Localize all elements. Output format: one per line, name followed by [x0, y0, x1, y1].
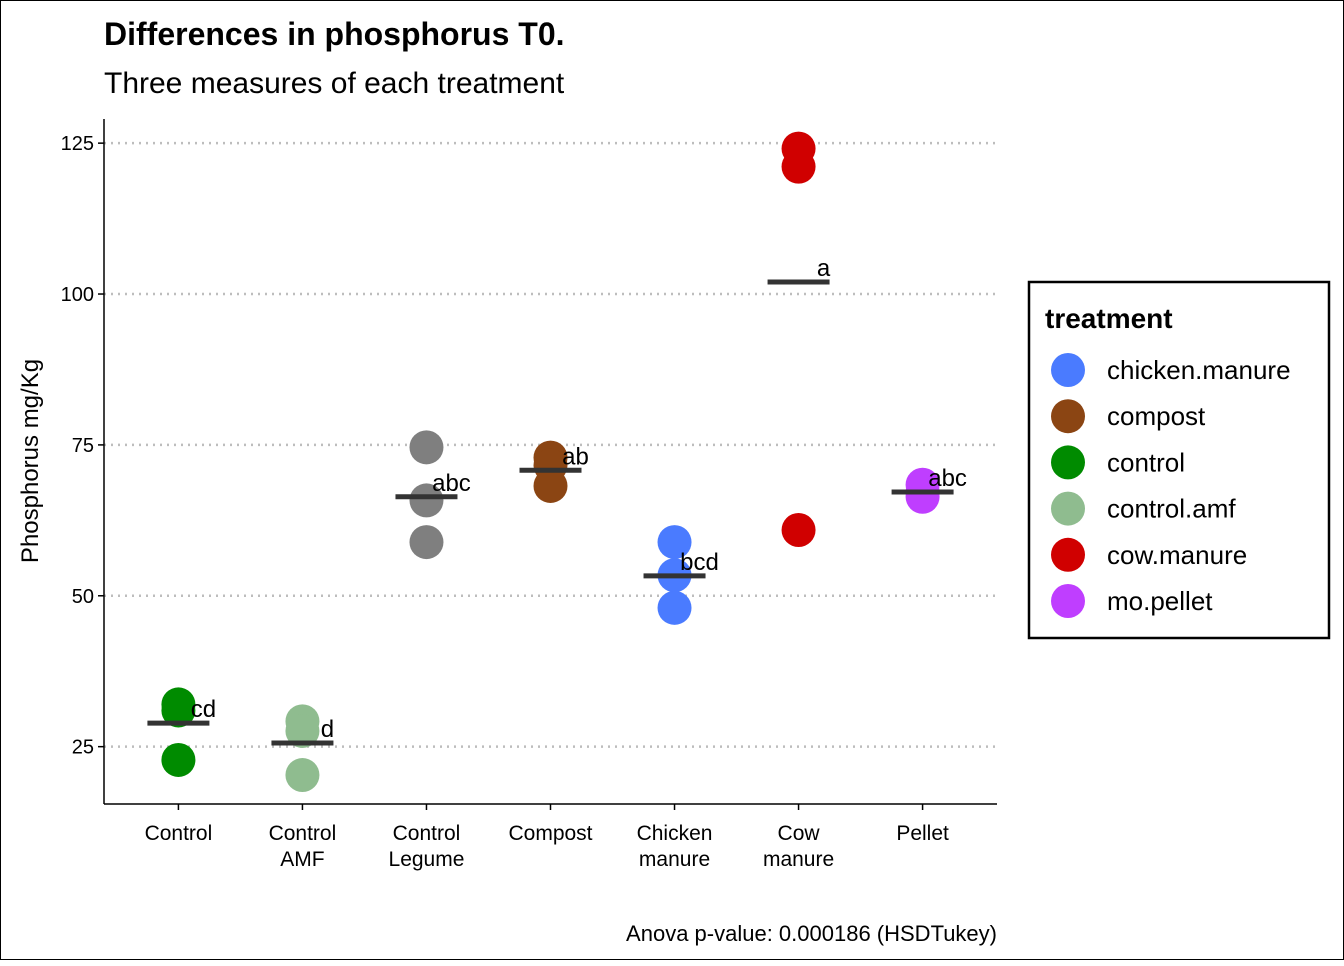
legend-swatch [1051, 353, 1085, 387]
x-tick-label-line: Pellet [896, 822, 949, 845]
y-tick-label: 75 [72, 435, 94, 457]
y-axis: 25 50 75 100 125 [61, 119, 105, 804]
category-group: d [271, 704, 334, 793]
x-tick-label: Control [145, 822, 213, 845]
significance-letters: a [817, 255, 831, 282]
x-axis: Control Control AMF Control Legume Compost Chi… [104, 803, 997, 871]
significance-letters: abc [928, 465, 967, 492]
x-tick-label-line: manure [639, 848, 710, 871]
significance-letters: d [321, 716, 334, 743]
x-tick-label-line: Control [145, 822, 213, 845]
category-group: abc [891, 465, 967, 514]
x-tick-label-line: Control [269, 822, 337, 845]
legend-swatch [1051, 399, 1085, 434]
data-point [533, 468, 568, 503]
data-marks: cd d abc ab bcd a abc [147, 131, 967, 793]
legend-title: treatment [1045, 303, 1173, 334]
data-point [161, 742, 196, 777]
data-point [285, 758, 320, 793]
legend-label: control.amf [1107, 494, 1236, 524]
legend-item: mo.pellet [1051, 584, 1213, 618]
data-point [161, 693, 196, 728]
data-point [781, 149, 816, 184]
data-point [409, 430, 444, 465]
x-tick-label-line: AMF [280, 848, 324, 871]
x-tick-label: Cow manure [763, 822, 834, 871]
x-tick-label: Pellet [896, 822, 949, 845]
significance-letters: abc [432, 470, 471, 497]
data-point [409, 525, 444, 560]
legend-label: control [1107, 447, 1185, 477]
legend-label: chicken.manure [1107, 355, 1291, 385]
chart-subtitle: Three measures of each treatment [104, 67, 565, 100]
y-tick-label: 25 [72, 737, 94, 759]
data-point [905, 479, 940, 514]
grid-lines [104, 141, 997, 748]
legend-swatch [1051, 537, 1085, 572]
data-point [409, 483, 444, 518]
legend-item: control [1051, 445, 1185, 480]
y-tick-label: 50 [72, 586, 94, 608]
x-tick-label: Compost [508, 822, 592, 845]
legend-item: control.amf [1051, 491, 1236, 526]
category-group: bcd [643, 525, 719, 625]
x-tick-label-line: Control [393, 822, 461, 845]
y-tick-label: 125 [61, 133, 94, 155]
legend-entries: chicken.manure compost control control.amf c… [1051, 353, 1291, 618]
category-group: abc [395, 430, 471, 560]
legend-label: mo.pellet [1107, 586, 1213, 616]
y-tick-label: 100 [61, 284, 94, 306]
chart-title: Differences in phosphorus T0. [104, 16, 565, 52]
significance-letters: cd [191, 696, 216, 723]
legend: treatment chicken.manure compost control co… [1027, 280, 1331, 640]
significance-letters: ab [562, 443, 589, 470]
legend-label: compost [1107, 401, 1206, 431]
x-tick-label-line: Legume [389, 848, 465, 871]
y-axis-label: Phosphorus mg/Kg [17, 359, 44, 563]
legend-swatch [1051, 491, 1085, 526]
category-group: ab [519, 440, 589, 503]
x-tick-label: Chicken manure [637, 822, 713, 871]
legend-item: compost [1051, 399, 1206, 434]
data-point [285, 713, 320, 748]
x-tick-label-line: Compost [508, 822, 592, 845]
x-tick-label-line: manure [763, 848, 834, 871]
x-tick-label-line: Chicken [637, 822, 713, 845]
chart-caption: Anova p-value: 0.000186 (HSDTukey) [626, 921, 997, 946]
x-tick-label: Control Legume [389, 822, 465, 871]
legend-item: cow.manure [1051, 537, 1247, 572]
x-tick-label-line: Cow [778, 822, 821, 845]
data-point [657, 525, 692, 560]
x-tick-label: Control AMF [269, 822, 337, 871]
legend-swatch [1051, 445, 1085, 480]
significance-letters: bcd [680, 549, 719, 576]
legend-label: cow.manure [1107, 540, 1247, 570]
data-point [657, 590, 692, 625]
legend-item: chicken.manure [1051, 353, 1291, 387]
data-point [781, 513, 816, 547]
category-group: a [767, 131, 831, 547]
legend-swatch [1051, 584, 1085, 618]
category-group: cd [147, 687, 216, 777]
